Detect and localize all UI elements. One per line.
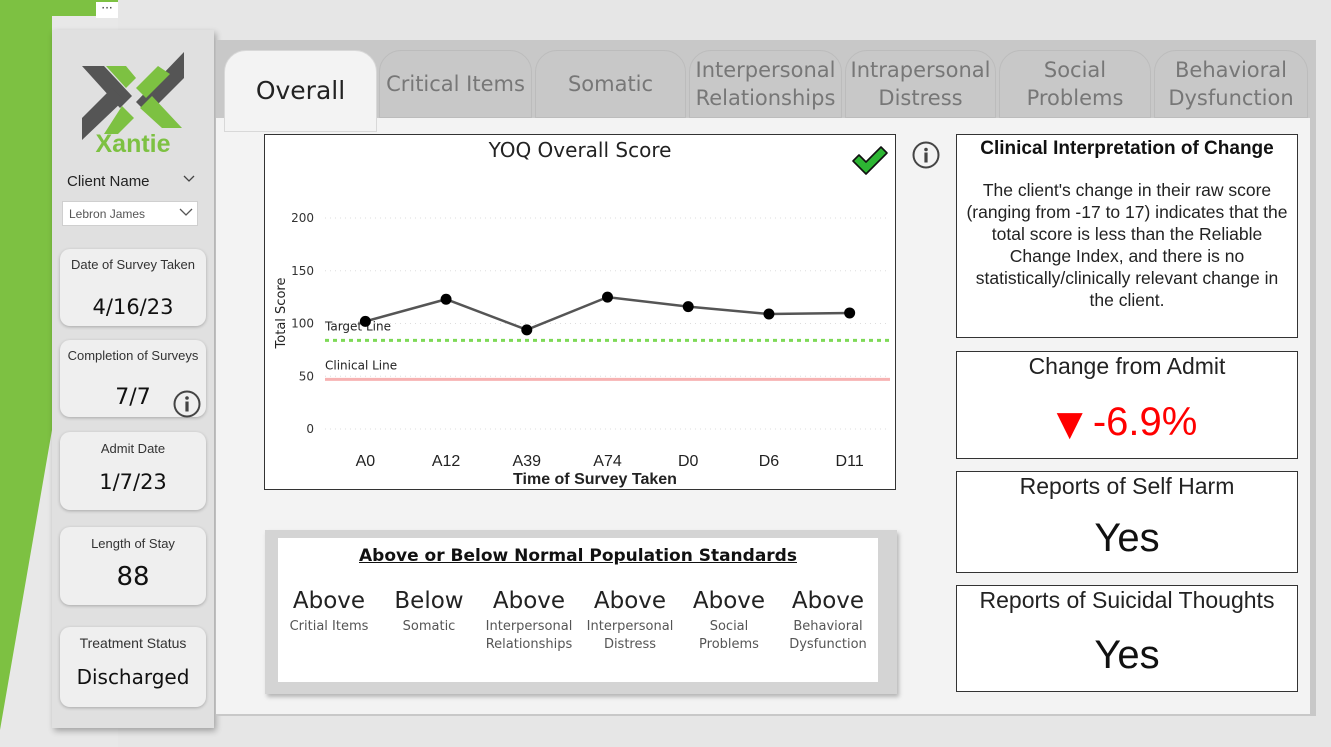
norms-title: Above or Below Normal Population Standar… [359,546,797,566]
data-point[interactable] [682,301,694,313]
check-mark-icon [852,146,888,175]
data-point[interactable] [359,315,371,327]
length-of-stay-label: Length of Stay [91,536,175,551]
x-tick-label: A39 [513,453,542,470]
y-tick-label: 0 [306,422,314,436]
x-tick-label: A12 [432,453,461,470]
yoq-chart-svg: YOQ Overall Score Time of Survey Taken T… [274,138,890,488]
admit-date-label: Admit Date [100,441,166,456]
y-tick-label: 150 [291,264,314,278]
length-of-stay-card: Length of Stay 88 [60,527,206,605]
reference-line-label: Target Line [324,319,391,333]
norm-interpersonal-distress: Above Interpersonal Distress [580,588,680,654]
norm-category: Somatic [402,619,456,634]
xantie-logo-icon [82,52,184,140]
norm-category: Interpersonal Distress [586,619,674,652]
treatment-status-card: Treatment Status Discharged [60,627,206,707]
norm-critical-items: Above Critial Items [279,588,379,636]
interpretation-title: Clinical Interpretation of Change [980,138,1274,159]
norm-category: Critial Items [289,619,369,634]
x-tick-label: D6 [759,453,780,470]
interpretation-body: The client's change in their raw score (… [966,180,1288,310]
norm-category: Interpersonal Relationships [485,619,573,652]
norm-behavioral-dysfunction: Above Behavioral Dysfunction [778,588,878,654]
suicidal-thoughts-value: Yes [1094,633,1160,677]
client-name-select[interactable] [62,201,198,226]
norm-category: Social Problems [699,619,759,652]
info-icon[interactable] [172,389,202,419]
admit-date-card: Admit Date 1/7/23 [60,432,206,510]
x-tick-label: D11 [836,453,864,470]
chart-title: YOQ Overall Score [488,138,672,162]
treatment-status-label: Treatment Status [79,635,187,651]
norms-card: Above or Below Normal Population Standar… [278,538,878,682]
x-axis-label: Time of Survey Taken [513,471,677,488]
tab-interpersonal-relationships[interactable]: Interpersonal Relationships [689,50,842,118]
change-from-admit-value: -6.9% [1092,400,1198,444]
data-point[interactable] [602,291,613,303]
date-of-survey-card: Date of Survey Taken 4/16/23 [60,249,206,326]
data-point[interactable] [440,293,452,305]
client-name-value[interactable]: Lebron James [69,207,146,221]
norm-status: Above [692,588,766,614]
norm-social-problems: Above Social Problems [679,588,779,654]
norm-status: Above [492,588,566,614]
change-from-admit-card: Change from Admit ▼ -6.9% [956,351,1298,459]
more-options-button[interactable]: ··· [96,2,118,18]
y-tick-label: 200 [291,211,314,225]
down-arrow-icon: ▼ [1056,404,1083,444]
suicidal-thoughts-card: Reports of Suicidal Thoughts Yes [956,585,1298,692]
self-harm-value: Yes [1094,516,1160,560]
self-harm-card: Reports of Self Harm Yes [956,471,1298,573]
norm-status: Above [292,588,366,614]
tab-critical-items[interactable]: Critical Items [379,50,532,118]
length-of-stay-value: 88 [116,562,150,592]
completion-card: Completion of Surveys 7/7 [60,340,206,417]
norm-somatic: Below Somatic [379,588,479,636]
date-of-survey-label: Date of Survey Taken [70,257,196,272]
tab-behavioral-dysfunction[interactable]: Behavioral Dysfunction [1154,50,1308,118]
self-harm-title: Reports of Self Harm [1019,473,1235,499]
norm-status: Above [593,588,667,614]
x-tick-label: A74 [593,453,622,470]
y-axis-label: Total Score [274,278,289,350]
completion-label: Completion of Surveys [67,348,199,363]
norm-status: Below [394,588,464,614]
clinical-interpretation-card: Clinical Interpretation of Change The cl… [956,134,1298,338]
change-from-admit-value-row: ▼ -6.9% [957,400,1297,445]
tab-somatic[interactable]: Somatic [535,50,686,118]
data-point[interactable] [844,307,856,319]
yoq-chart: YOQ Overall Score Time of Survey Taken T… [264,134,896,490]
norm-status: Above [791,588,865,614]
completion-value: 7/7 [115,385,151,410]
treatment-status-value: Discharged [76,665,190,689]
data-point[interactable] [763,308,775,320]
admit-date-value: 1/7/23 [99,470,167,494]
chevron-down-icon[interactable] [178,205,194,223]
chevron-down-icon[interactable] [182,172,196,190]
tab-intrapersonal-distress[interactable]: Intrapersonal Distress [845,50,996,118]
y-tick-label: 50 [299,369,314,383]
change-from-admit-title: Change from Admit [1028,353,1226,379]
y-tick-label: 100 [291,317,314,331]
tab-social-problems[interactable]: Social Problems [999,50,1151,118]
norm-interpersonal-relationships: Above Interpersonal Relationships [479,588,579,654]
logo-text: Xantie [95,130,171,158]
tab-overall[interactable]: Overall [224,50,377,132]
date-of-survey-value: 4/16/23 [92,295,174,319]
x-tick-label: D0 [678,453,699,470]
data-point[interactable] [521,324,533,336]
info-icon[interactable] [912,141,940,169]
x-tick-label: A0 [356,453,376,470]
suicidal-thoughts-title: Reports of Suicidal Thoughts [979,587,1275,613]
client-name-label: Client Name [67,173,150,190]
norm-category: Behavioral Dysfunction [789,619,867,652]
reference-line-label: Clinical Line [325,358,397,372]
